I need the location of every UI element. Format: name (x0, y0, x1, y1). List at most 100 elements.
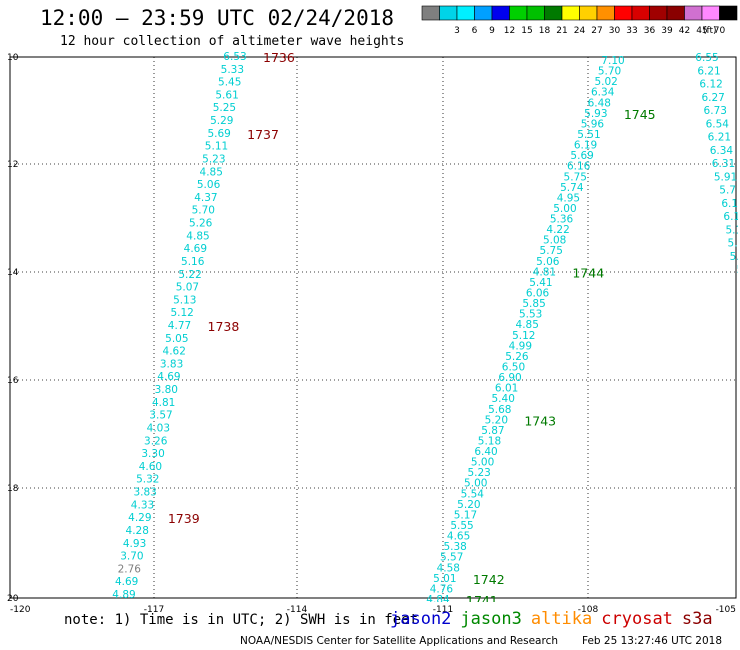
wave-height-value: 4.28 (126, 525, 149, 537)
legend-label: 21 (556, 26, 567, 36)
satellite-legend: jason2 jason3 altika cryosat s3a (390, 609, 722, 629)
wave-height-value: 6.06 (526, 288, 550, 300)
wave-height-value: 4.95 (557, 192, 580, 204)
legend-label: 30 (609, 26, 621, 36)
wave-height-value: 4.81 (152, 397, 175, 409)
wave-height-value: 4.58 (437, 562, 460, 574)
wave-height-value: 5.06 (197, 179, 221, 191)
wave-height-value: 4.99 (509, 340, 532, 352)
wave-height-value: 5.02 (594, 76, 617, 88)
wave-height-value: 5.36 (550, 214, 574, 226)
longitude-label: -108 (578, 605, 599, 615)
wave-height-value: 5.08 (543, 235, 566, 247)
longitude-label: -114 (287, 605, 308, 615)
wave-height-value: 5.29 (210, 115, 233, 127)
satellite-label: jason2 (390, 609, 452, 629)
wave-height-value: 3.30 (141, 448, 164, 460)
wave-height-value: 4.62 (163, 346, 186, 358)
wave-height-value: 5.00 (471, 457, 494, 469)
note-text: note: 1) Time is in UTC; 2) SWH is in fe… (64, 612, 419, 628)
wave-height-value: 5.20 (457, 499, 480, 511)
legend-label: 39 (661, 26, 673, 36)
page-title: 12:00 — 23:59 UTC 02/24/2018 (40, 6, 395, 30)
wave-height-value: 5.1 (730, 251, 740, 263)
wave-height-value: 5.16 (181, 256, 205, 268)
wave-height-value: 6.34 (710, 145, 734, 157)
wave-height-value: 3.57 (149, 410, 172, 422)
wave-height-value: 4.81 (533, 266, 556, 278)
wave-height-value: 5.20 (485, 414, 508, 426)
legend-label: 3 (454, 26, 460, 36)
longitude-label: -105 (716, 605, 736, 615)
wave-height-value: 6.21 (697, 65, 720, 77)
wave-height-value: 6.55 (695, 52, 718, 64)
wave-height-value: 3.83 (133, 487, 156, 499)
generated-timestamp: Feb 25 13:27:46 UTC 2018 (582, 635, 722, 647)
latitude-label: 16 (7, 376, 19, 386)
wave-height-value: 5.01 (433, 573, 456, 585)
legend-label: 18 (539, 26, 551, 36)
wave-height-value: 5.87 (481, 425, 504, 437)
wave-height-value: 6.01 (495, 383, 518, 395)
wave-height-value: 5.74 (560, 182, 584, 194)
wave-height-value: 6.34 (591, 87, 615, 99)
wave-height-value: 6.31 (712, 158, 735, 170)
wave-height-value: 5.75 (540, 245, 563, 257)
legend-label: 12 (504, 26, 515, 36)
wave-height-value: 5.26 (189, 218, 213, 230)
wave-height-value: 5.93 (584, 108, 607, 120)
longitude-label: -111 (433, 605, 453, 615)
wave-height-value: 5.25 (213, 102, 236, 114)
wave-height-value: 6.73 (704, 105, 727, 117)
wave-height-value: 3.26 (144, 435, 168, 447)
page-subtitle: 12 hour collection of altimeter wave hei… (60, 34, 405, 49)
legend-label: 70 (714, 26, 726, 36)
latitude-label: 10 (7, 53, 19, 63)
wave-height-value: 7.10 (601, 55, 624, 67)
pass-time-label: 1744 (572, 265, 604, 280)
wave-height-value: 5.69 (570, 150, 593, 162)
wave-height-value: 5.70 (598, 66, 621, 78)
wave-height-value: 6.40 (474, 446, 497, 458)
longitude-label: -117 (144, 605, 164, 615)
wave-height-value: 5.57 (440, 552, 463, 564)
wave-height-value: 3.70 (120, 551, 143, 563)
wave-height-value: 5.23 (202, 153, 225, 165)
satellite-label: altika (530, 609, 593, 629)
pass-time-label: 1745 (624, 107, 656, 122)
wave-height-value: 5.26 (505, 351, 529, 363)
wave-height-value: 5.54 (461, 488, 485, 500)
wave-height-value: 3.83 (160, 358, 183, 370)
wave-height-value: 4.84 (426, 594, 450, 606)
legend-label: 33 (626, 26, 637, 36)
wave-height-value: 6.1 (721, 198, 738, 210)
legend-label: 42 (679, 26, 690, 36)
legend-label: 27 (591, 26, 602, 36)
latitude-label: 18 (7, 484, 19, 494)
wave-height-value: 5.32 (136, 474, 159, 486)
pass-time-label: 1736 (263, 50, 295, 65)
wave-height-value: 5.23 (467, 467, 490, 479)
wave-height-value: 4.76 (430, 583, 454, 595)
wave-height-value: 5.51 (577, 129, 600, 141)
legend-label: 24 (574, 26, 586, 36)
wave-height-value: 4.33 (131, 499, 154, 511)
wave-height-value: 5.7 (719, 185, 736, 197)
wave-height-value: 2.76 (118, 563, 142, 575)
wave-height-value: 6.19 (574, 140, 597, 152)
satellite-label: s3a (681, 609, 713, 629)
wave-height-value: 6.54 (706, 118, 730, 130)
wave-height-value: 5.85 (522, 298, 545, 310)
wave-height-value: 6.16 (567, 161, 591, 173)
wave-height-value: 4.85 (516, 319, 539, 331)
wave-height-value: 5.41 (529, 277, 552, 289)
pass-time-label: 1743 (524, 413, 556, 428)
wave-height-value: 5.11 (205, 141, 228, 153)
wave-height-value: 5.1 (728, 238, 740, 250)
wave-height-value: 5.12 (170, 307, 193, 319)
pass-time-label: 1741 (466, 593, 498, 608)
wave-height-value: 5.96 (581, 118, 605, 130)
pass-time-label: 1739 (168, 511, 200, 526)
wave-height-value: 6.53 (223, 51, 246, 63)
wave-height-value: 5.07 (176, 282, 199, 294)
